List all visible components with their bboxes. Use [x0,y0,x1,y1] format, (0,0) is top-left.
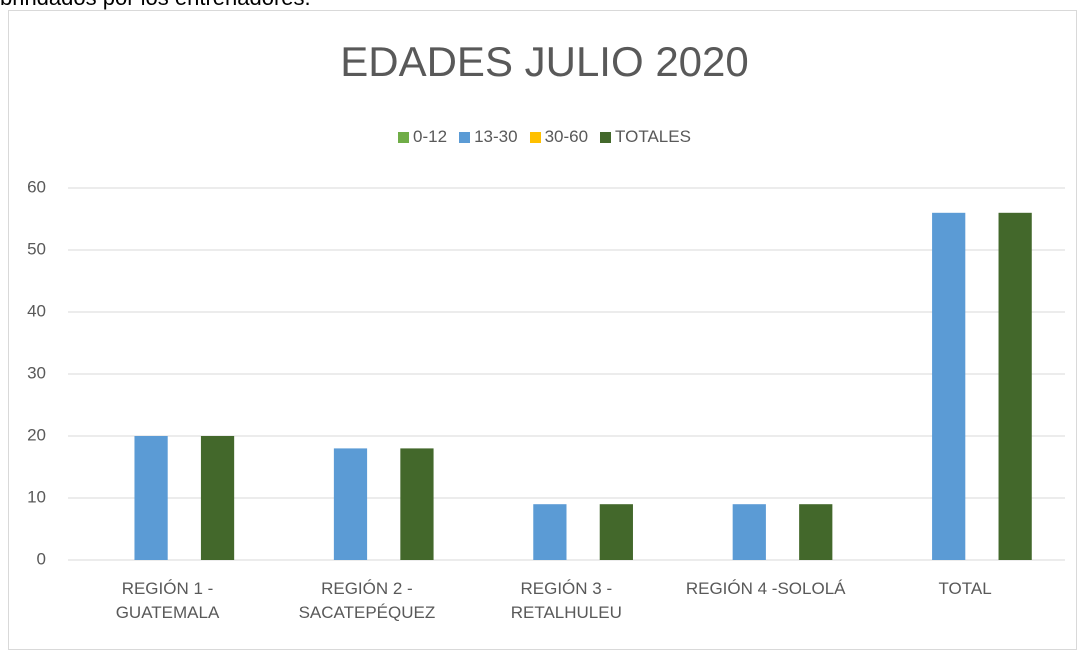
y-tick-label: 30 [27,363,46,382]
y-tick-label: 40 [27,301,46,320]
legend-label: 30-60 [544,127,589,146]
bar [732,504,766,560]
x-tick-label: REGIÓN 1 - GUATEMALA [115,579,220,622]
bar [134,436,168,560]
x-tick-label: REGIÓN 3 - RETALHULEU [510,579,622,622]
x-tick-label: REGIÓN 2 - SACATEPÉQUEZ [298,579,436,622]
bar [799,504,833,560]
y-tick-label: 20 [27,425,46,444]
y-tick-label: 0 [37,549,46,568]
x-tick-label: REGIÓN 4 -SOLOLÁ [685,579,846,598]
bar [400,448,434,560]
bar [533,504,567,560]
y-tick-label: 60 [27,177,46,196]
x-tick-label: TOTAL [938,579,992,598]
bar [599,504,633,560]
legend-label: 13-30 [474,127,518,146]
chart-frame [8,10,1077,650]
bar [200,436,235,560]
y-tick-label: 10 [27,487,46,506]
legend-swatch [600,131,612,143]
legend-swatch [459,131,471,143]
legend-swatch [398,131,410,143]
legend-swatch [529,131,541,143]
legend-label: 0-12 [413,127,448,146]
legend-item: 30-60 [529,127,589,147]
page-text: brindados por los entrenadores. [0,0,311,11]
legend: 0-12 13-30 30-60 TOTALES [0,127,1089,147]
legend-label: TOTALES [615,127,691,146]
legend-item: 13-30 [459,127,518,147]
bar [932,212,966,561]
y-tick-label: 50 [27,239,46,258]
legend-item: 0-12 [398,127,447,147]
bar [998,212,1032,561]
chart-title: EDADES JULIO 2020 [340,38,749,85]
bar [333,448,368,560]
legend-item: TOTALES [600,127,691,147]
